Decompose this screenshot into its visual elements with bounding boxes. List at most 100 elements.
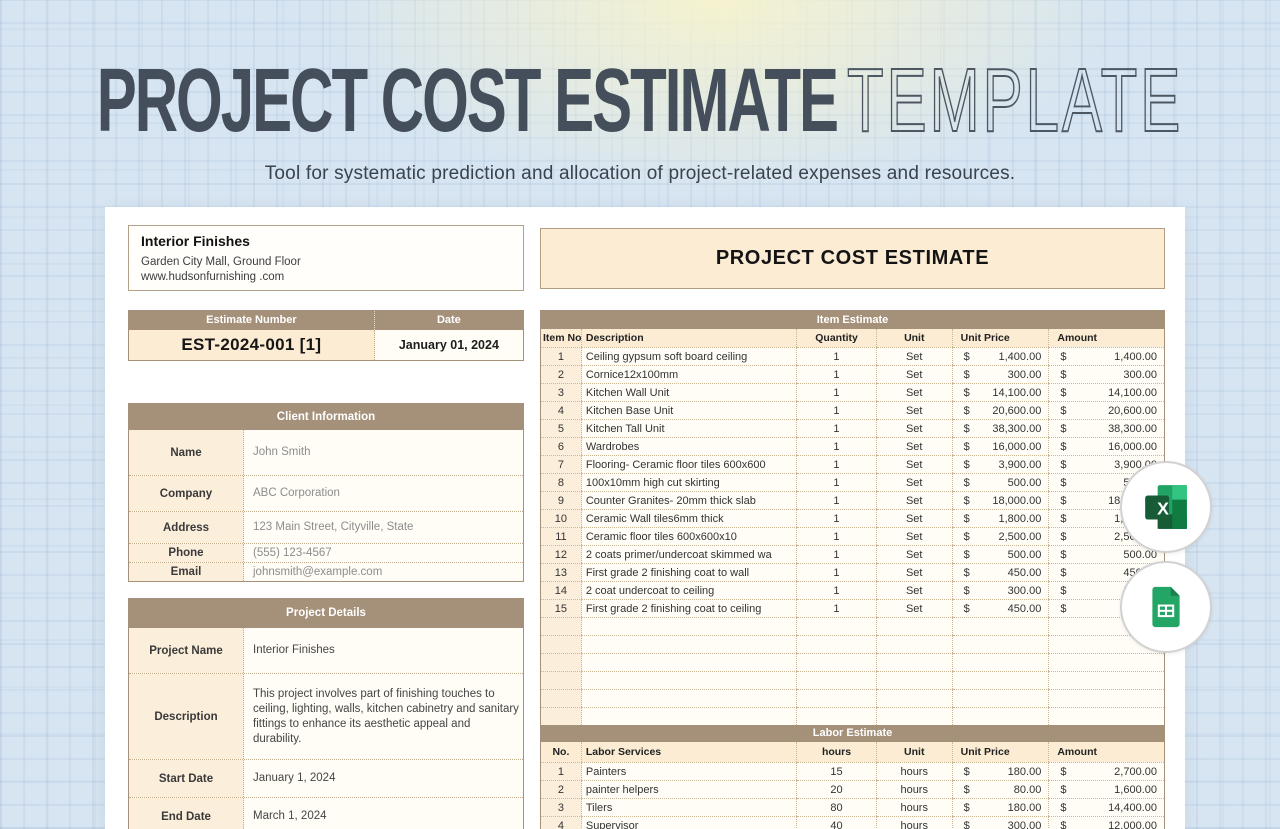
quantity-cell: 1 [797, 455, 877, 473]
empty-cell [581, 617, 798, 635]
item-row: 13 First grade 2 finishing coat to wall 1 S… [541, 563, 1164, 581]
empty-cell [876, 689, 953, 707]
empty-row [541, 671, 1164, 689]
money-cell: $450.00 [952, 563, 1050, 581]
money-value: 38,300.00 [1108, 422, 1157, 435]
currency-symbol: $ [963, 422, 970, 435]
item-estimate-rows: 1 Ceiling gypsum soft board ceiling 1 Set $1… [541, 347, 1164, 725]
unit-cell: Set [876, 581, 953, 599]
project-details-header: Project Details [129, 599, 523, 628]
unit-cell: Set [876, 509, 953, 527]
row-number-cell: 12 [541, 545, 582, 563]
item-row: 4 Kitchen Base Unit 1 Set $20,600.00 $20,600.… [541, 401, 1164, 419]
money-cell: $12,000.00 [1049, 816, 1164, 829]
project-detail-value: January 1, 2024 [244, 760, 523, 797]
currency-symbol: $ [1060, 765, 1067, 778]
money-value: 16,000.00 [1108, 440, 1157, 453]
client-info-row: Phone (555) 123-4567 [129, 543, 523, 562]
labor-row: 4 Supervisor 40 hours $300.00 $12,000.00 [541, 816, 1164, 829]
money-value: 3,900.00 [998, 458, 1042, 471]
estimate-number-value: EST-2024-001 [1] [129, 330, 375, 360]
money-cell: $300.00 [952, 816, 1050, 829]
description-cell: Ceramic floor tiles 600x600x10 [581, 527, 798, 545]
description-cell: Counter Granites- 20mm thick slab [581, 491, 798, 509]
currency-symbol: $ [963, 350, 970, 363]
item-row: 9 Counter Granites- 20mm thick slab 1 Set $1… [541, 491, 1164, 509]
currency-symbol: $ [963, 404, 970, 417]
client-info-row: Email johnsmith@example.com [129, 562, 523, 581]
empty-cell [541, 689, 582, 707]
excel-file-badge[interactable]: X [1120, 461, 1212, 553]
item-table-column-headers: Item No. Description Quantity Unit Unit … [541, 329, 1164, 347]
empty-cell [797, 653, 877, 671]
money-value: 16,000.00 [992, 440, 1042, 453]
google-sheets-file-badge[interactable] [1120, 561, 1212, 653]
estimate-meta-table: Estimate Number Date EST-2024-001 [1] Ja… [128, 310, 524, 361]
unit-cell: Set [876, 563, 953, 581]
quantity-cell: 1 [797, 419, 877, 437]
quantity-cell: 1 [797, 527, 877, 545]
currency-symbol: $ [1060, 512, 1067, 525]
currency-symbol: $ [963, 476, 970, 489]
unit-cell: hours [876, 762, 953, 780]
estimate-meta-header: Estimate Number Date [129, 311, 523, 330]
money-value: 180.00 [1007, 801, 1042, 814]
empty-cell [797, 635, 877, 653]
currency-symbol: $ [1060, 440, 1067, 453]
money-value: 300.00 [1007, 368, 1042, 381]
column-header-description: Description [582, 329, 798, 347]
row-number-cell: 8 [541, 473, 582, 491]
empty-cell [952, 635, 1050, 653]
labor-row: 2 painter helpers 20 hours $80.00 $1,600.00 [541, 780, 1164, 798]
money-cell: $80.00 [952, 780, 1050, 798]
currency-symbol: $ [1060, 530, 1067, 543]
row-number-cell: 9 [541, 491, 582, 509]
empty-cell [876, 653, 953, 671]
column-header-unit-price: Unit Price [953, 329, 1050, 347]
money-cell: $1,600.00 [1049, 780, 1164, 798]
quantity-cell: 20 [797, 780, 877, 798]
money-value: 500.00 [1007, 548, 1042, 561]
money-cell: $20,600.00 [952, 401, 1050, 419]
money-value: 2,500.00 [998, 530, 1042, 543]
row-number-cell: 11 [541, 527, 582, 545]
description-cell: Flooring- Ceramic floor tiles 600x600 [581, 455, 798, 473]
project-detail-row: Description This project involves part of… [129, 673, 523, 759]
svg-text:X: X [1157, 498, 1169, 518]
sheet-title: PROJECT COST ESTIMATE [540, 228, 1165, 289]
quantity-cell: 1 [797, 365, 877, 383]
row-number-cell: 2 [541, 780, 582, 798]
currency-symbol: $ [963, 566, 970, 579]
empty-cell [541, 635, 582, 653]
client-info-label: Phone [129, 544, 244, 562]
money-cell: $38,300.00 [1049, 419, 1164, 437]
estimate-meta-values: EST-2024-001 [1] January 01, 2024 [129, 330, 523, 360]
currency-symbol: $ [963, 765, 970, 778]
item-row: 10 Ceramic Wall tiles6mm thick 1 Set $1,800.… [541, 509, 1164, 527]
row-number-cell: 5 [541, 419, 582, 437]
money-value: 14,100.00 [992, 386, 1042, 399]
client-info-value: John Smith [244, 430, 523, 475]
quantity-cell: 1 [797, 563, 877, 581]
empty-cell [541, 671, 582, 689]
money-cell: $2,500.00 [952, 527, 1050, 545]
money-cell: $16,000.00 [1049, 437, 1164, 455]
client-info-label: Name [129, 430, 244, 475]
empty-cell [1049, 707, 1164, 725]
money-value: 80.00 [1013, 783, 1042, 796]
unit-cell: hours [876, 780, 953, 798]
page-title-thin: TEMPLATE [846, 49, 1184, 151]
item-row: 1 Ceiling gypsum soft board ceiling 1 Set $1… [541, 347, 1164, 365]
money-value: 1,600.00 [1114, 783, 1157, 796]
column-header-hours: hours [797, 742, 877, 762]
unit-cell: Set [876, 491, 953, 509]
company-address: Garden City Mall, Ground Floor [141, 256, 301, 268]
unit-cell: Set [876, 347, 953, 365]
unit-cell: Set [876, 419, 953, 437]
row-number-cell: 10 [541, 509, 582, 527]
item-row: 5 Kitchen Tall Unit 1 Set $38,300.00 $38,300.… [541, 419, 1164, 437]
empty-cell [541, 653, 582, 671]
row-number-cell: 3 [541, 383, 582, 401]
money-cell: $3,900.00 [952, 455, 1050, 473]
